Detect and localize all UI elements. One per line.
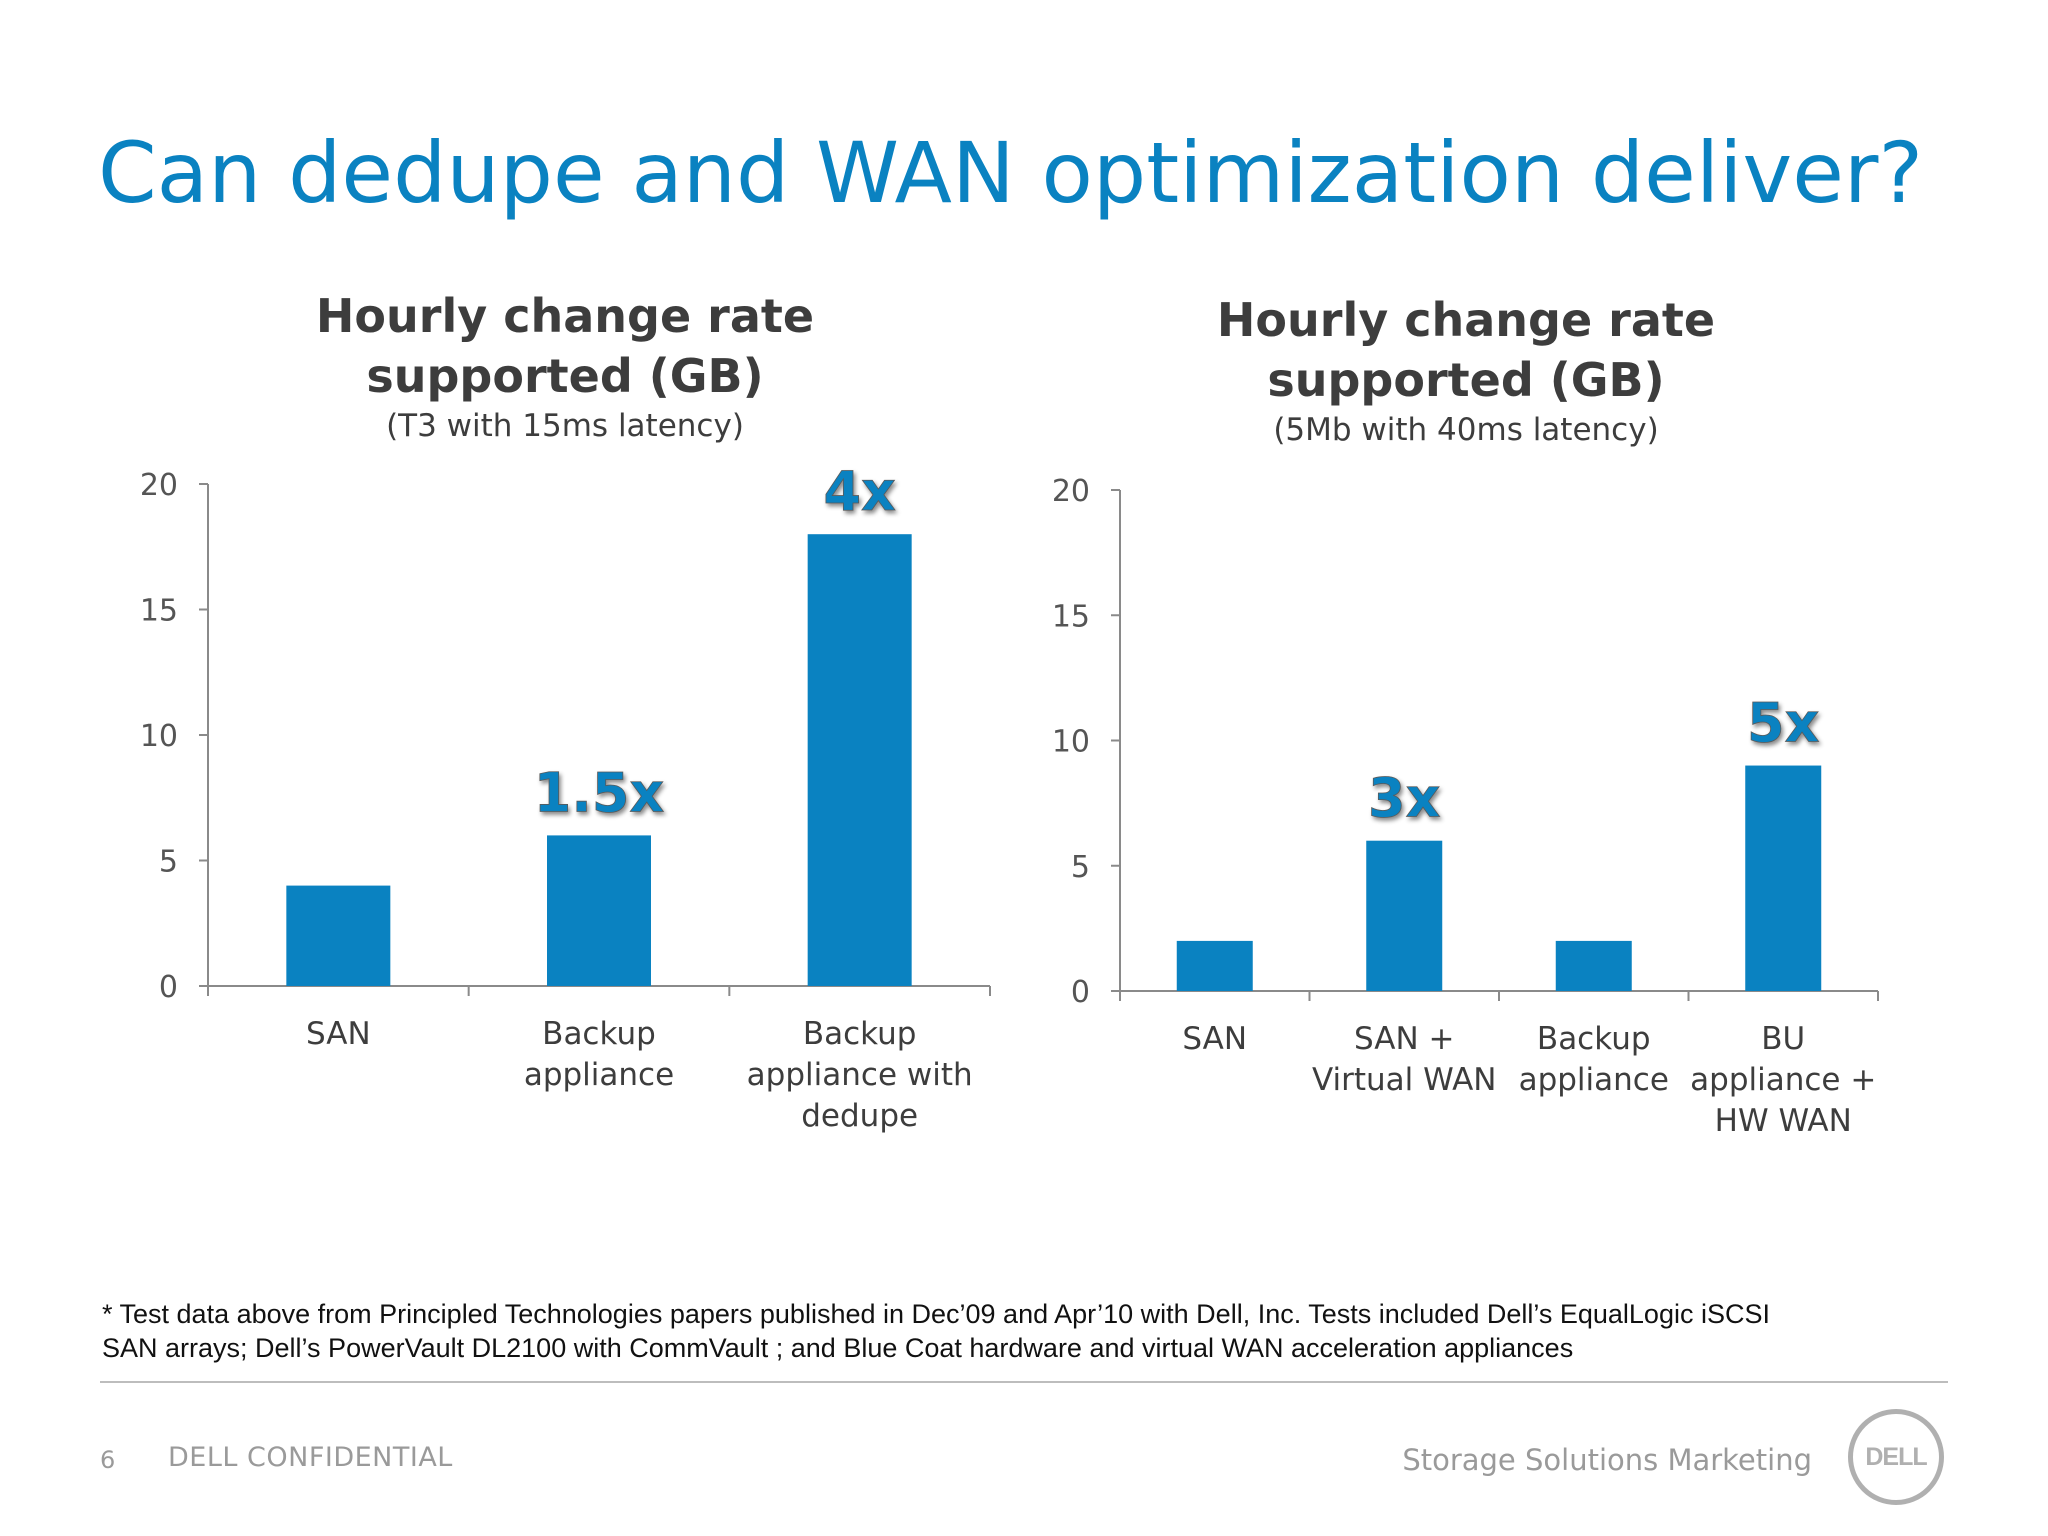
footnote: * Test data above from Principled Techno… — [102, 1297, 1962, 1365]
chart-2-category-label-line: BU — [1761, 1021, 1805, 1057]
footnote-line-1: * Test data above from Principled Techno… — [102, 1299, 1770, 1329]
chart-2-y-tick-label: 15 — [1052, 599, 1090, 634]
chart-2-title-line-1: Hourly change rate — [1216, 293, 1716, 347]
chart-1-y-tick-label: 0 — [159, 970, 178, 1005]
chart-1-y-tick-label: 5 — [159, 845, 178, 880]
chart-1-title: Hourly change rate supported (GB) — [265, 286, 865, 406]
dell-logo-icon: DELL — [1848, 1409, 1944, 1505]
chart-1-title-line-1: Hourly change rate — [315, 289, 815, 343]
chart-2-category-label-line: appliance — [1519, 1062, 1669, 1098]
chart-1-category-label-line: Backup — [542, 1016, 656, 1052]
chart-2-annotation: 5x — [1747, 692, 1820, 755]
chart-1-category-label-line: SAN — [306, 1016, 371, 1052]
chart-1-category-label: SAN — [306, 1016, 371, 1052]
chart-2-annotation: 3x — [1368, 767, 1441, 830]
dell-logo-text: DELL — [1865, 1442, 1927, 1471]
chart-1-bar — [286, 885, 391, 986]
chart-1-annotation: 4x — [823, 460, 896, 523]
chart-2-y-tick-label: 10 — [1052, 725, 1090, 760]
chart-2-bar — [1366, 840, 1443, 991]
chart-2-category-label-line: Backup — [1537, 1021, 1651, 1057]
chart-2-category-label-line: appliance + — [1690, 1062, 1876, 1098]
chart-2-title-line-2: supported (GB) — [1267, 353, 1665, 407]
chart-2-bar — [1176, 940, 1253, 991]
chart-2-bar — [1745, 765, 1822, 991]
chart-2-bar — [1555, 940, 1632, 991]
chart-1-category-label-line: appliance — [524, 1057, 674, 1093]
chart-2-category-label: Backup appliance — [1519, 1021, 1669, 1098]
footer-divider — [100, 1381, 1948, 1383]
chart-1-category-label: Backup appliance — [524, 1016, 674, 1093]
chart-1-category-label-line: dedupe — [801, 1098, 918, 1134]
chart-2-subtitle: (5Mb with 40ms latency) — [1273, 412, 1659, 448]
chart-1-y-tick-label: 10 — [140, 719, 178, 754]
chart-2-category-label-line: SAN + — [1354, 1021, 1454, 1057]
chart-2-category-label: SAN — [1182, 1021, 1247, 1057]
slide-title: Can dedupe and WAN optimization deliver? — [98, 124, 1924, 222]
chart-2-y-tick-label: 20 — [1052, 474, 1090, 509]
chart-1-subtitle: (T3 with 15ms latency) — [386, 408, 744, 444]
chart-2-title: Hourly change rate supported (GB) — [1166, 290, 1766, 410]
chart-1-y-tick-label: 15 — [140, 594, 178, 629]
footnote-line-2: SAN arrays; Dell’s PowerVault DL2100 wit… — [102, 1333, 1574, 1363]
chart-1-title-line-2: supported (GB) — [366, 349, 764, 403]
chart-2-category-label-line: SAN — [1182, 1021, 1247, 1057]
chart-1-category-label: Backup appliance with dedupe — [747, 1016, 973, 1134]
chart-2-y-tick-label: 0 — [1071, 975, 1090, 1010]
chart-2-category-label: SAN + Virtual WAN — [1312, 1021, 1497, 1098]
chart-1-annotation: 1.5x — [534, 761, 665, 824]
chart-2-category-label: BU appliance + HW WAN — [1690, 1021, 1876, 1139]
confidential-label: DELL CONFIDENTIAL — [168, 1442, 453, 1473]
marketing-label: Storage Solutions Marketing — [1402, 1443, 1812, 1477]
chart-1-bar — [807, 534, 912, 986]
chart-2-y-tick-label: 5 — [1071, 850, 1090, 885]
page-number: 6 — [100, 1446, 116, 1474]
chart-1-category-label-line: Backup — [803, 1016, 917, 1052]
chart-1-bar — [547, 835, 651, 986]
chart-1-y-tick-label: 20 — [140, 468, 178, 503]
chart-2-category-label-line: HW WAN — [1715, 1103, 1852, 1139]
chart-2-category-label-line: Virtual WAN — [1312, 1062, 1497, 1098]
chart-1-category-label-line: appliance with — [747, 1057, 973, 1093]
